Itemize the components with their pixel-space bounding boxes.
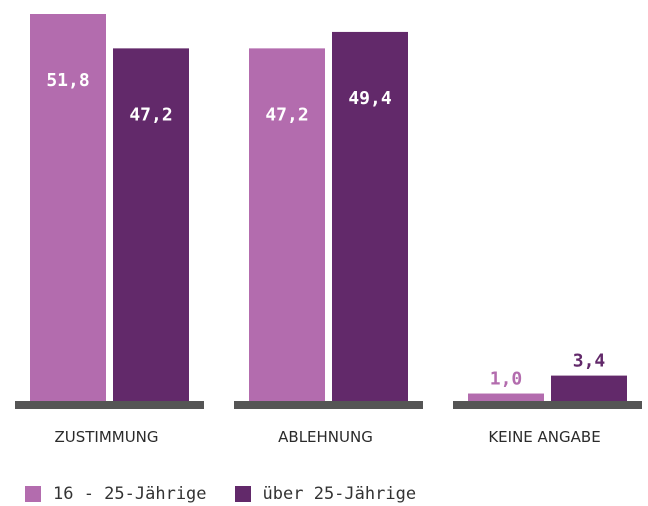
value-label-series-1-cat-3: 1,0 [490, 369, 523, 390]
legend-swatch-series-1 [25, 486, 41, 502]
category-label-2: ABLEHNUNG [278, 428, 373, 446]
category-label-3: KEINE ANGABE [488, 428, 600, 446]
bars-group [30, 14, 627, 402]
value-labels-group: 51,8 47,2 47,2 49,4 1,0 3,4 [46, 70, 605, 390]
value-label-series-1-cat-2: 47,2 [265, 104, 308, 125]
bar-series-1-cat-2 [249, 48, 325, 402]
category-label-1: ZUSTIMMUNG [54, 428, 158, 446]
legend-label-series-2: über 25-Jährige [262, 484, 417, 504]
legend: 16 - 25-Jährige über 25-Jährige [25, 484, 444, 504]
value-label-series-2-cat-1: 47,2 [129, 104, 172, 125]
category-labels-group: ZUSTIMMUNG ABLEHNUNG KEINE ANGABE [54, 428, 600, 446]
baseline-2 [234, 401, 423, 409]
bar-series-1-cat-3 [468, 393, 544, 401]
legend-item-series-1: 16 - 25-Jährige [25, 484, 207, 504]
bar-series-1-cat-1 [30, 14, 106, 401]
bar-series-2-cat-3 [551, 375, 627, 401]
baseline-3 [453, 401, 642, 409]
baseline-1 [15, 401, 204, 409]
bar-series-2-cat-2 [332, 31, 408, 401]
legend-swatch-series-2 [234, 486, 251, 502]
value-label-series-2-cat-3: 3,4 [573, 351, 606, 372]
legend-label-series-1: 16 - 25-Jährige [53, 484, 207, 504]
bar-series-2-cat-1 [113, 48, 189, 402]
legend-item-series-2: über 25-Jährige [234, 484, 417, 504]
value-label-series-2-cat-2: 49,4 [348, 88, 392, 109]
value-label-series-1-cat-1: 51,8 [46, 70, 89, 91]
baselines-group [15, 401, 642, 409]
